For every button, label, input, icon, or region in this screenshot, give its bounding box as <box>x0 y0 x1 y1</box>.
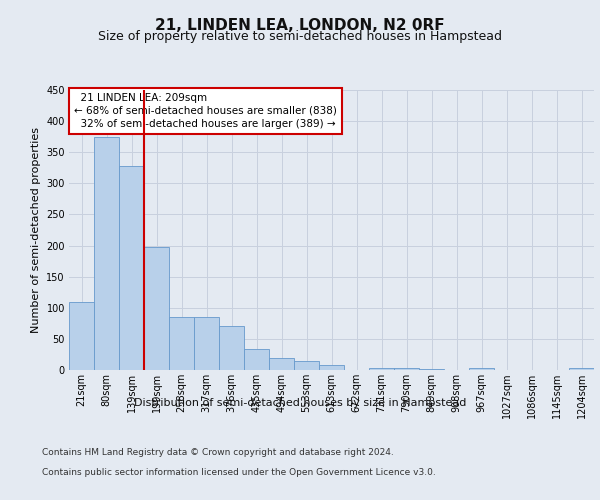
Bar <box>94 136 119 370</box>
Bar <box>144 247 169 370</box>
Text: Contains HM Land Registry data © Crown copyright and database right 2024.: Contains HM Land Registry data © Crown c… <box>42 448 394 457</box>
Bar <box>569 368 594 370</box>
Bar <box>319 365 344 370</box>
Bar <box>194 317 219 370</box>
Text: Distribution of semi-detached houses by size in Hampstead: Distribution of semi-detached houses by … <box>134 398 466 407</box>
Bar <box>369 368 394 370</box>
Text: 21, LINDEN LEA, LONDON, N2 0RF: 21, LINDEN LEA, LONDON, N2 0RF <box>155 18 445 32</box>
Text: Contains public sector information licensed under the Open Government Licence v3: Contains public sector information licen… <box>42 468 436 477</box>
Bar <box>269 358 294 370</box>
Text: Size of property relative to semi-detached houses in Hampstead: Size of property relative to semi-detach… <box>98 30 502 43</box>
Bar <box>219 326 244 370</box>
Y-axis label: Number of semi-detached properties: Number of semi-detached properties <box>31 127 41 333</box>
Bar <box>119 166 144 370</box>
Bar <box>244 350 269 370</box>
Bar <box>394 368 419 370</box>
Text: 21 LINDEN LEA: 209sqm
← 68% of semi-detached houses are smaller (838)
  32% of s: 21 LINDEN LEA: 209sqm ← 68% of semi-deta… <box>74 93 337 129</box>
Bar <box>469 368 494 370</box>
Bar <box>69 302 94 370</box>
Bar <box>294 360 319 370</box>
Bar <box>169 317 194 370</box>
